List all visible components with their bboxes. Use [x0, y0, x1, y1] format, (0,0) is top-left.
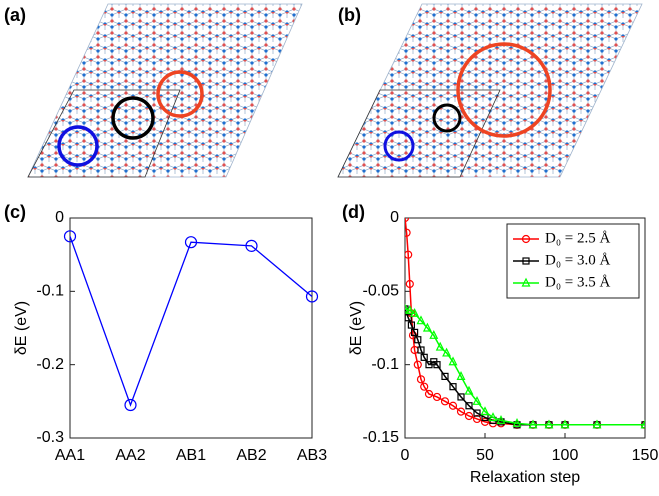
- marker: [592, 419, 602, 429]
- marker: [432, 392, 442, 402]
- marker: [560, 419, 570, 429]
- x-tick-label: AB2: [236, 447, 266, 464]
- panel-label: (d): [342, 202, 365, 222]
- marker: [63, 230, 77, 243]
- panel-label: (c): [4, 202, 26, 222]
- marker: [442, 347, 452, 357]
- y-tick-label: -0.05: [363, 283, 400, 300]
- y-tick-label: -0.15: [363, 429, 400, 446]
- marker: [456, 407, 466, 416]
- legend-marker: [521, 277, 531, 287]
- marker: [405, 250, 413, 259]
- marker: [464, 411, 474, 421]
- marker: [420, 382, 429, 391]
- marker: [480, 417, 490, 426]
- marker: [417, 346, 425, 354]
- marker: [480, 406, 490, 416]
- marker: [448, 356, 458, 366]
- lattice-a: [27, 3, 303, 178]
- marker: [422, 322, 432, 332]
- lattice-b: [337, 3, 643, 178]
- marker: [488, 412, 498, 422]
- marker: [435, 341, 445, 351]
- y-tick-label: -0.2: [36, 356, 64, 373]
- marker: [456, 371, 466, 380]
- marker: [544, 419, 554, 429]
- marker: [640, 419, 645, 429]
- x-tick-label: AB1: [176, 447, 206, 464]
- series: [405, 305, 645, 429]
- axes-frame: [69, 217, 313, 439]
- marker: [449, 383, 457, 391]
- x-tick-label: AB3: [297, 447, 327, 464]
- marker: [528, 419, 538, 429]
- marker: [405, 279, 414, 289]
- x-tick-label: AA2: [115, 447, 145, 464]
- legend-label: D₀ = 3.0 Å: [545, 252, 611, 268]
- legend-label: D₀ = 3.5 Å: [545, 274, 611, 290]
- marker: [496, 415, 506, 424]
- marker: [472, 414, 482, 424]
- marker: [448, 401, 458, 410]
- marker: [472, 395, 482, 405]
- marker: [465, 402, 473, 410]
- y-tick-label: 0: [55, 209, 64, 226]
- x-tick-label: 0: [401, 447, 410, 464]
- marker: [407, 321, 415, 329]
- y-axis-label: δE (eV): [348, 301, 365, 355]
- legend-label: D₀ = 2.5 Å: [545, 230, 611, 246]
- series-line: [405, 308, 645, 426]
- axes-frame: [404, 217, 646, 439]
- marker: [410, 307, 420, 317]
- x-tick-label: AA1: [55, 447, 85, 464]
- marker: [405, 305, 415, 314]
- panel-label: (a): [4, 5, 26, 25]
- marker: [416, 315, 426, 325]
- marker: [305, 290, 319, 303]
- y-tick-label: -0.1: [36, 283, 64, 300]
- x-axis-label: Relaxation step: [470, 469, 580, 486]
- marker: [405, 228, 411, 237]
- marker: [464, 385, 474, 395]
- marker: [429, 329, 439, 339]
- marker: [473, 409, 481, 417]
- x-tick-label: 150: [632, 447, 659, 464]
- marker: [440, 397, 450, 406]
- marker: [433, 361, 441, 369]
- marker: [414, 336, 422, 344]
- y-tick-label: -0.1: [371, 356, 399, 373]
- marker: [420, 353, 428, 361]
- marker: [124, 398, 137, 412]
- y-tick-label: -0.3: [36, 429, 64, 446]
- marker: [405, 303, 410, 313]
- marker: [441, 372, 449, 380]
- marker: [416, 375, 426, 384]
- y-tick-label: 0: [390, 209, 399, 226]
- series: [405, 303, 645, 429]
- marker: [512, 417, 522, 427]
- legend-marker: [522, 257, 530, 265]
- marker: [411, 328, 419, 336]
- legend-marker: [521, 234, 531, 244]
- marker: [424, 389, 434, 399]
- panel-label: (b): [338, 5, 361, 25]
- marker: [405, 314, 412, 322]
- marker: [413, 360, 422, 369]
- x-tick-label: 100: [552, 447, 579, 464]
- x-tick-label: 50: [476, 447, 494, 464]
- marker: [457, 393, 465, 401]
- marker: [245, 239, 258, 252]
- series-line: [69, 236, 313, 407]
- series-line: [405, 308, 645, 426]
- y-axis-label: δE (eV): [13, 301, 30, 355]
- marker: [184, 236, 198, 249]
